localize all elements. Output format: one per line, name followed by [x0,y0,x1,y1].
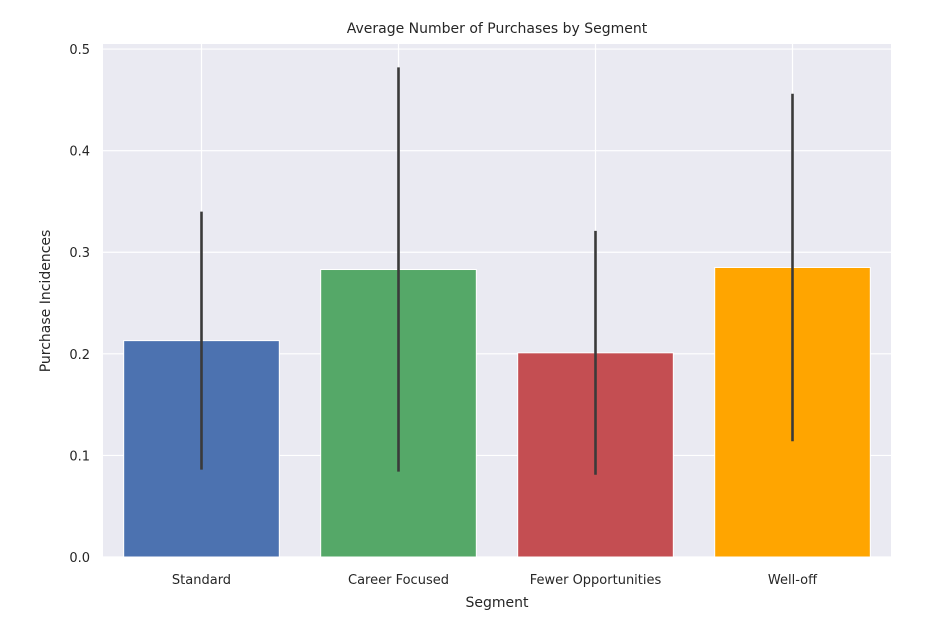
x-axis-label: Segment [466,595,530,611]
error-bars [200,67,794,475]
x-axis-ticks: Standard Career Focused Fewer Opportunitie… [172,573,818,588]
x-tick-label-2: Fewer Opportunities [530,573,662,588]
chart-title: Average Number of Purchases by Segment [347,21,648,37]
y-tick-label-5: 0.5 [69,43,90,58]
x-tick-label-1: Career Focused [348,573,449,588]
y-tick-label-0: 0.0 [69,551,90,566]
y-axis-ticks: 0.0 0.1 0.2 0.3 0.4 0.5 [69,43,90,566]
y-tick-label-1: 0.1 [69,449,90,464]
y-tick-label-4: 0.4 [69,145,90,160]
y-axis-label: Purchase Incidences [38,230,54,373]
x-tick-label-0: Standard [172,573,231,588]
x-tick-label-3: Well-off [768,573,818,588]
y-tick-label-2: 0.2 [69,348,90,363]
y-tick-label-3: 0.3 [69,246,90,261]
